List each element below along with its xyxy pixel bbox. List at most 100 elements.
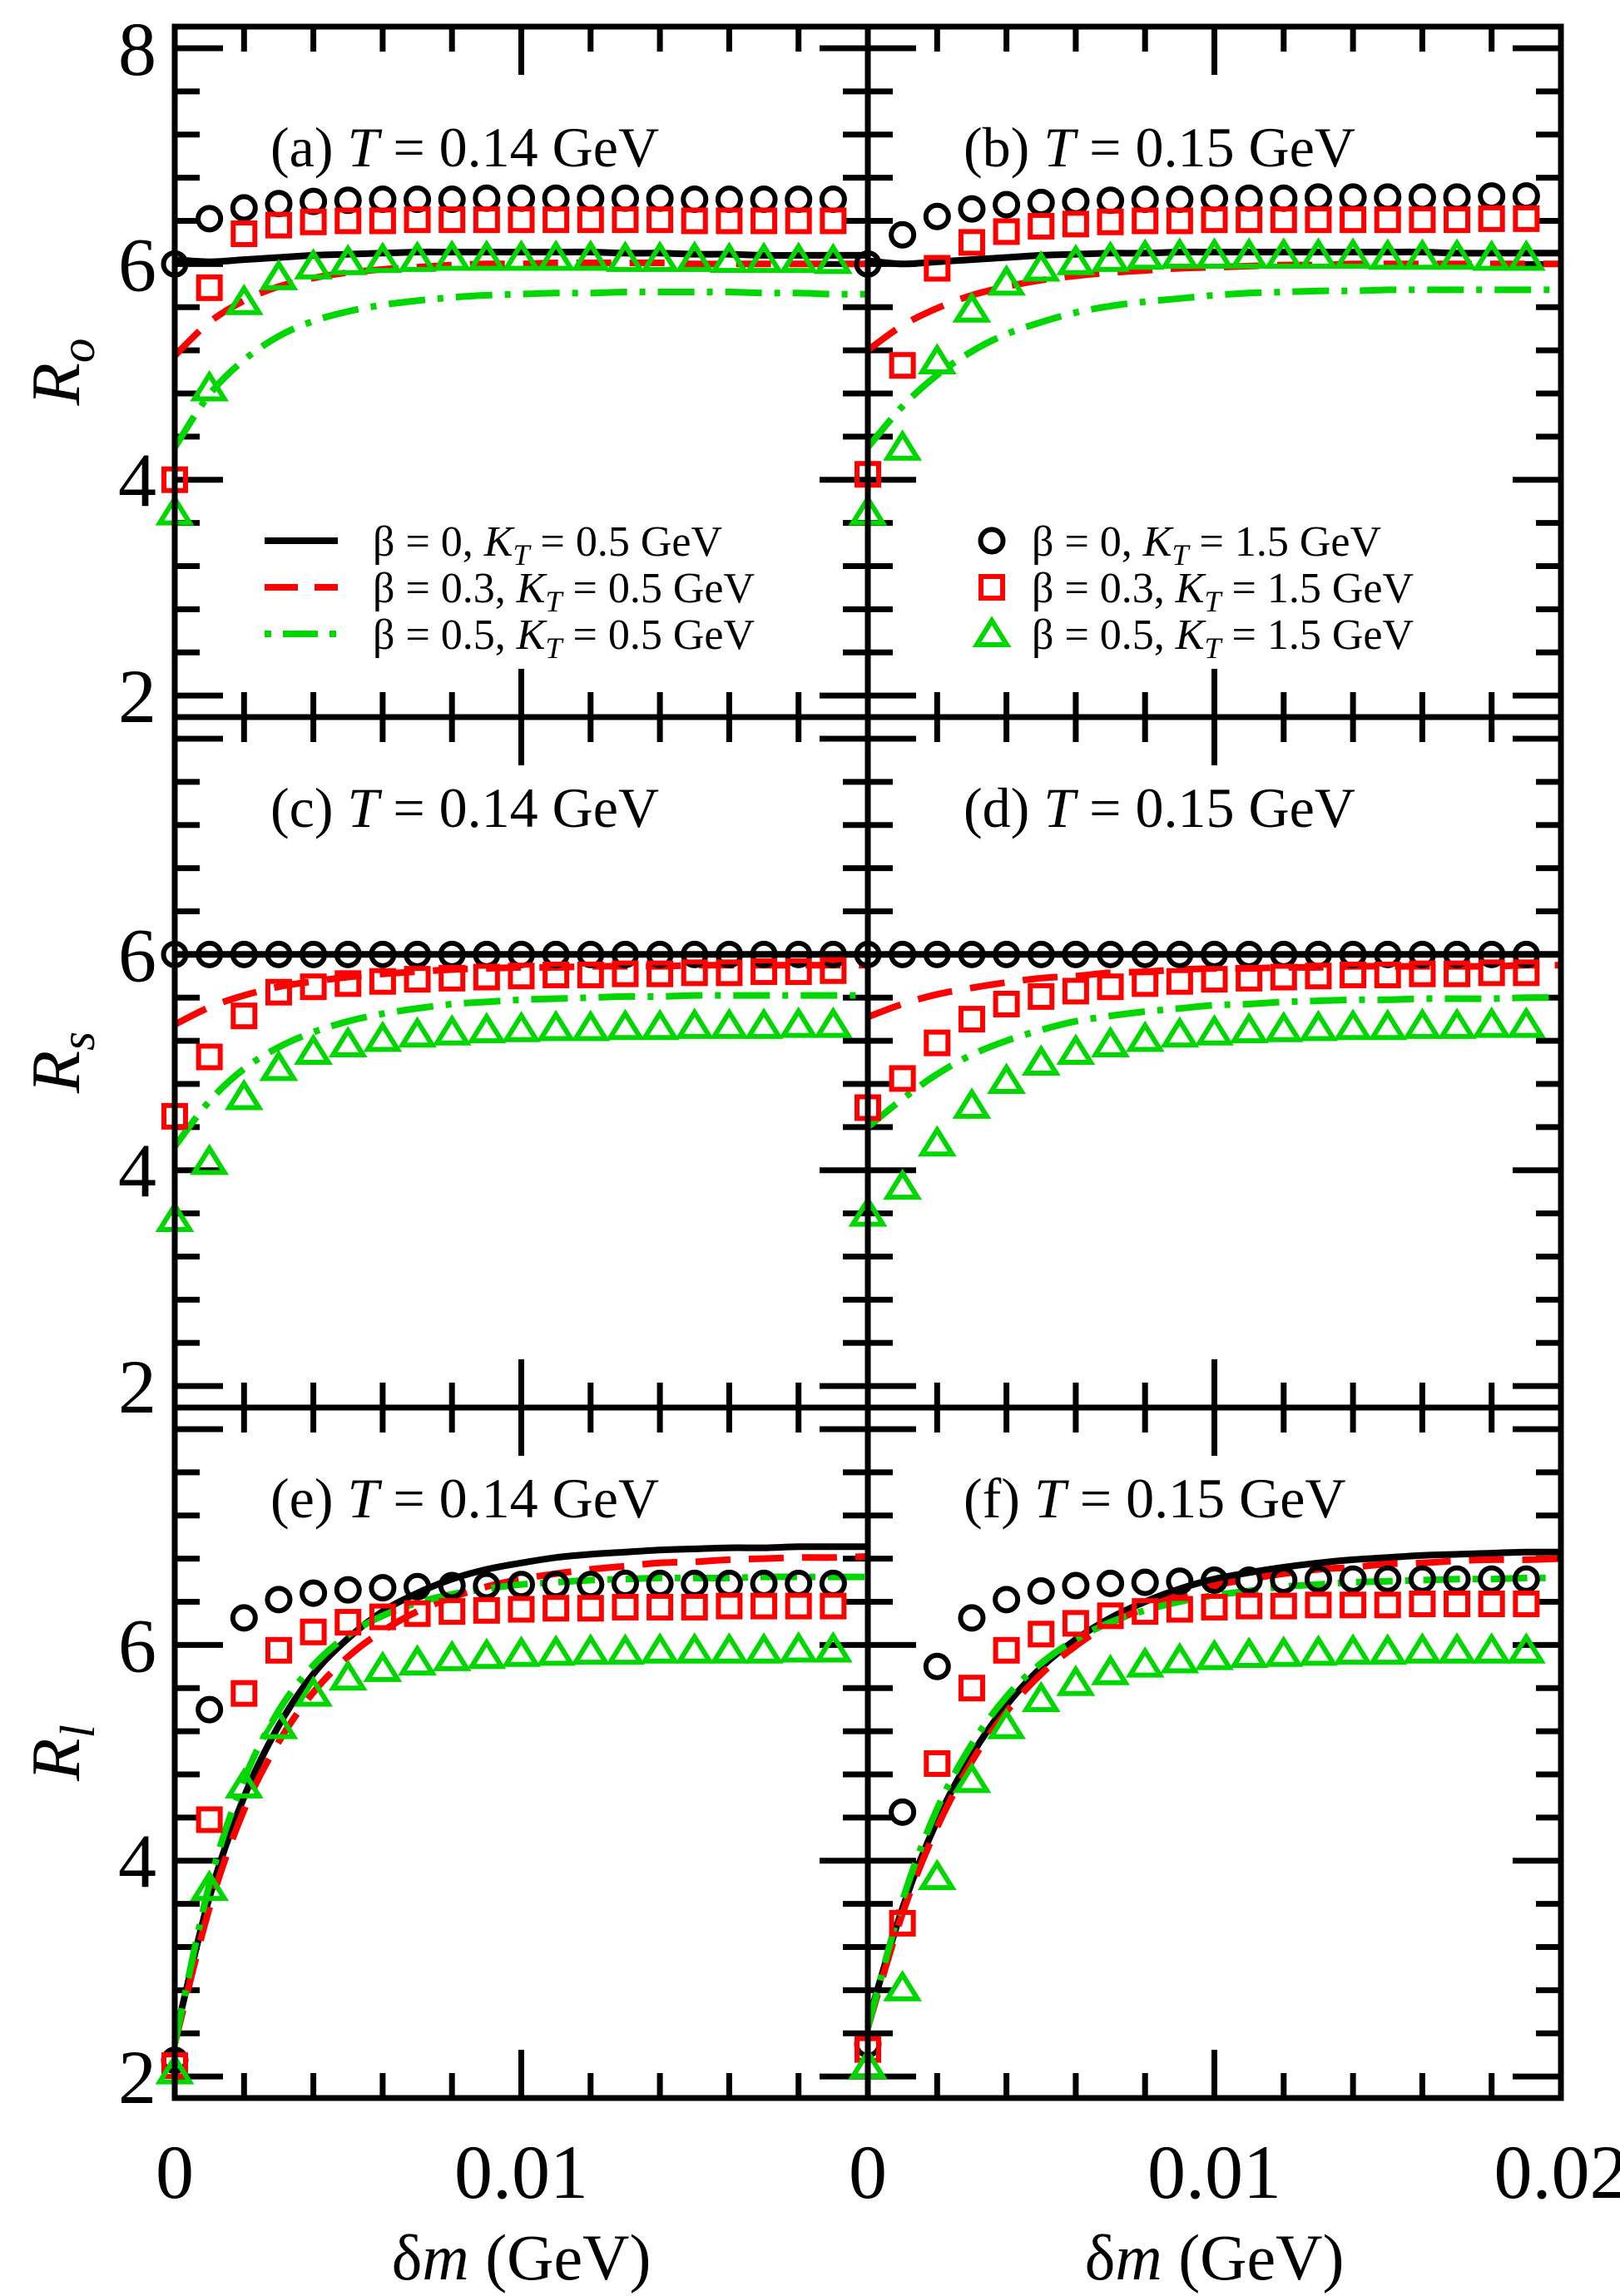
circle-marker: [819, 940, 847, 968]
circle-marker: [1512, 182, 1540, 210]
xtick-left-0: 0: [156, 2130, 194, 2214]
circle-marker: [1339, 183, 1367, 211]
triangle-marker: [1229, 1012, 1269, 1044]
panel-c-sym-beta03-KT15: [161, 957, 847, 1130]
triangle-marker: [675, 1007, 715, 1039]
panel-f-line-beta03-KT05: [864, 1555, 1562, 2029]
triangle-marker: [1229, 237, 1269, 269]
circle-marker: [785, 1569, 813, 1597]
square-marker: [577, 1595, 604, 1622]
square-marker: [1374, 206, 1401, 234]
triangle-marker: [1506, 1632, 1546, 1664]
xtick-right-0.01: 0.01: [1147, 2130, 1281, 2214]
triangle-marker: [432, 1640, 472, 1671]
square-marker: [508, 206, 535, 234]
square-marker: [993, 1636, 1020, 1664]
triangle-marker: [294, 1675, 333, 1707]
triangle-marker: [1056, 1665, 1096, 1696]
triangle-marker: [1437, 238, 1477, 270]
panel-d-sym-beta03-KT15: [855, 959, 1540, 1121]
triangle-marker: [1056, 1033, 1096, 1066]
circle-marker: [230, 1604, 258, 1632]
triangle-marker: [779, 1630, 819, 1663]
circle-marker: [1027, 188, 1055, 216]
circle-marker: [958, 1604, 986, 1632]
circle-marker: [1062, 1571, 1090, 1600]
square-marker: [681, 959, 708, 987]
panel-d: (d) T = 0.15 GeV: [848, 714, 1564, 1411]
triangle-marker: [1021, 1680, 1061, 1713]
square-marker: [1444, 960, 1471, 987]
xtick-left-0.01: 0.01: [454, 2130, 588, 2214]
circle-marker: [1443, 1565, 1471, 1593]
ytick-row1-6: 6: [118, 913, 156, 997]
square-marker: [1097, 208, 1124, 235]
circle-marker: [646, 184, 674, 212]
triangle-marker: [1368, 1633, 1408, 1665]
triangle-marker: [710, 1632, 749, 1664]
circle-marker: [1201, 1566, 1228, 1594]
panel-b-sym-beta03-KT15: [855, 205, 1540, 488]
triangle-marker: [813, 242, 853, 275]
panel-c-title: (c) T = 0.14 GeV: [270, 776, 659, 839]
triangle-marker: [1195, 1014, 1234, 1046]
circle-marker: [1235, 1566, 1263, 1594]
triangle-marker: [952, 1087, 992, 1119]
circle-marker: [1131, 940, 1159, 968]
square-marker: [542, 961, 570, 988]
triangle-marker: [917, 1858, 957, 1891]
square-marker: [1409, 960, 1436, 987]
panel-b-sym-beta05-KT15: [848, 237, 1546, 526]
circle-marker: [993, 191, 1021, 219]
square-marker: [785, 1592, 812, 1620]
triangle-marker: [1472, 1632, 1512, 1664]
circle-marker: [1027, 1576, 1055, 1605]
circle-marker: [404, 940, 432, 968]
square-marker: [716, 207, 743, 235]
circle-marker: [1374, 1565, 1402, 1593]
triangle-marker: [606, 1008, 645, 1041]
circle-marker: [1097, 186, 1125, 215]
square-marker: [1409, 206, 1436, 234]
square-marker: [404, 1600, 431, 1627]
circle-marker: [681, 940, 709, 968]
legend-symbols-KT15-symbol-1: [978, 574, 1005, 601]
triangle-marker: [883, 1970, 923, 2002]
legend-lines-KT05-label-0: β = 0, KT = 0.5 GeV: [373, 518, 722, 572]
square-marker: [1166, 967, 1193, 995]
square-marker: [300, 208, 327, 235]
square-marker: [612, 960, 639, 987]
square-marker: [751, 207, 778, 235]
square-marker: [1097, 1602, 1124, 1630]
circle-marker: [611, 940, 639, 968]
square-marker: [369, 207, 396, 235]
square-marker: [1097, 973, 1124, 1001]
circle-marker: [1270, 184, 1298, 212]
triangle-marker: [1403, 1007, 1442, 1039]
triangle-marker: [1160, 1641, 1200, 1674]
square-marker: [1236, 964, 1263, 992]
circle-marker: [265, 190, 293, 218]
square-marker: [1062, 1610, 1089, 1637]
circle-marker: [1027, 940, 1055, 968]
square-marker: [1132, 207, 1159, 235]
square-marker: [196, 274, 223, 301]
triangle-marker: [398, 240, 437, 272]
circle-marker: [819, 186, 847, 213]
circle-marker: [369, 1574, 397, 1602]
circle-marker: [1512, 940, 1540, 968]
circle-marker: [1478, 940, 1506, 968]
triangle-marker: [1264, 237, 1304, 269]
square-marker: [647, 1593, 674, 1621]
y-axis-title-row1: Rs: [17, 1032, 105, 1094]
circle-marker: [611, 184, 639, 212]
triangle-marker: [190, 1143, 230, 1175]
circle-marker: [1131, 1568, 1159, 1596]
square-marker: [924, 1749, 951, 1777]
square-marker: [681, 1593, 708, 1621]
square-marker: [647, 206, 674, 234]
square-marker: [1166, 207, 1193, 235]
circle-marker: [1201, 184, 1228, 212]
